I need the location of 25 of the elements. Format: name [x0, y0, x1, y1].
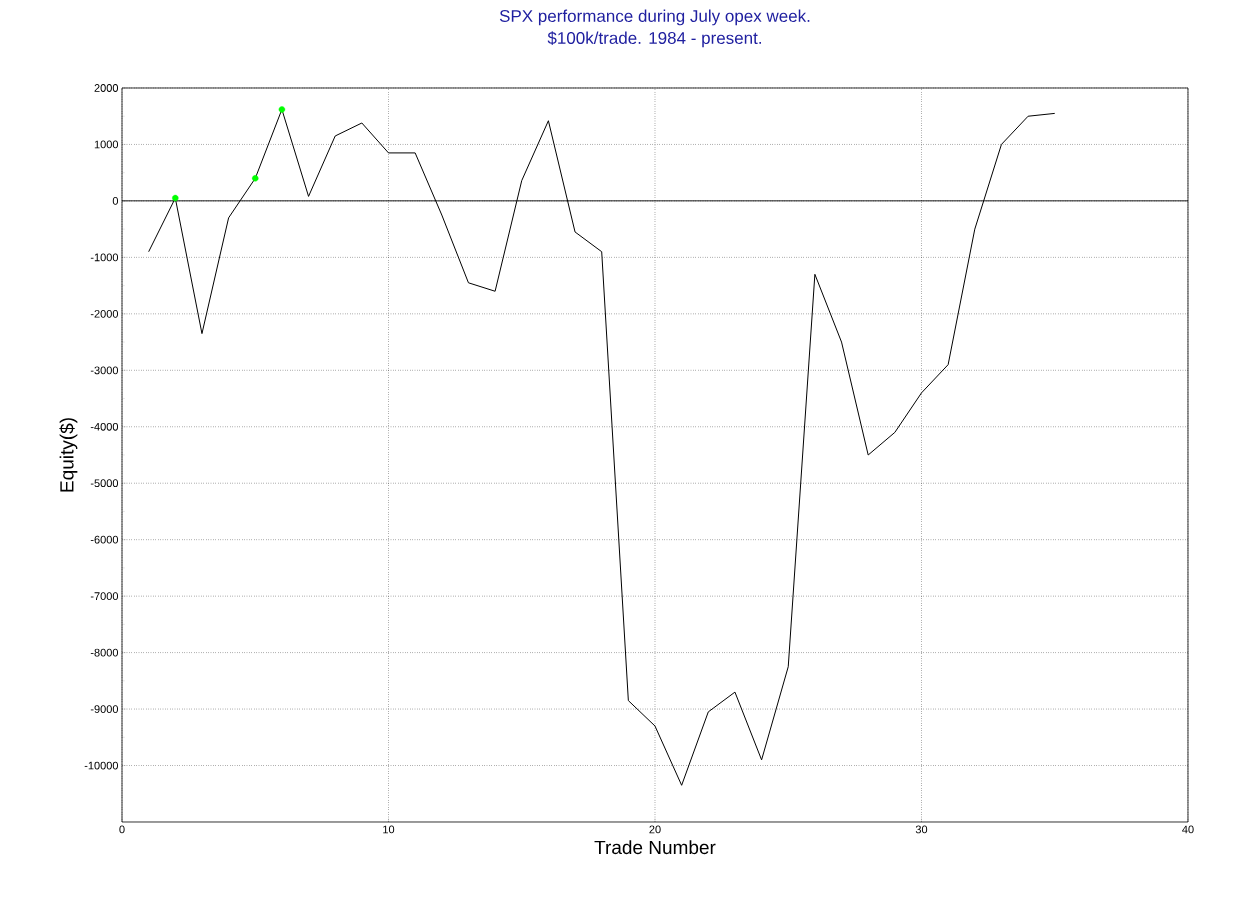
x-axis-title: Trade Number — [594, 840, 716, 855]
y-tick-label: -7000 — [90, 592, 119, 601]
y-tick-label: 2000 — [94, 84, 119, 92]
point — [252, 175, 259, 182]
x-tick-label: 20 — [649, 825, 661, 834]
y-tick-label: 1000 — [94, 140, 119, 149]
point — [278, 106, 286, 113]
y-tick-label: -1000 — [90, 253, 119, 262]
y-tick-label: -2000 — [90, 309, 119, 318]
x-tick-label: 10 — [383, 825, 395, 834]
y-axis-title: Equity($) — [59, 418, 78, 492]
y-tick-label: -6000 — [90, 535, 119, 544]
y-tick-label: -8000 — [90, 648, 119, 657]
chart-title: SPX performance during July opex week. — [499, 9, 810, 26]
x-tick-label: 30 — [915, 825, 928, 834]
chart-subtitle: $100k/trade. 1984 - present. — [547, 31, 761, 48]
y-tick-label: -9000 — [90, 705, 119, 713]
y-tick-label: 0 — [112, 197, 119, 205]
x-tick-label: 40 — [1182, 825, 1194, 834]
y-tick-label: -4000 — [90, 422, 119, 431]
y-tick-label: -10000 — [84, 761, 119, 770]
x-tick-label: 0 — [119, 825, 125, 834]
y-tick-label: -5000 — [90, 479, 119, 488]
point — [172, 194, 179, 202]
y-tick-label: -3000 — [90, 366, 119, 375]
